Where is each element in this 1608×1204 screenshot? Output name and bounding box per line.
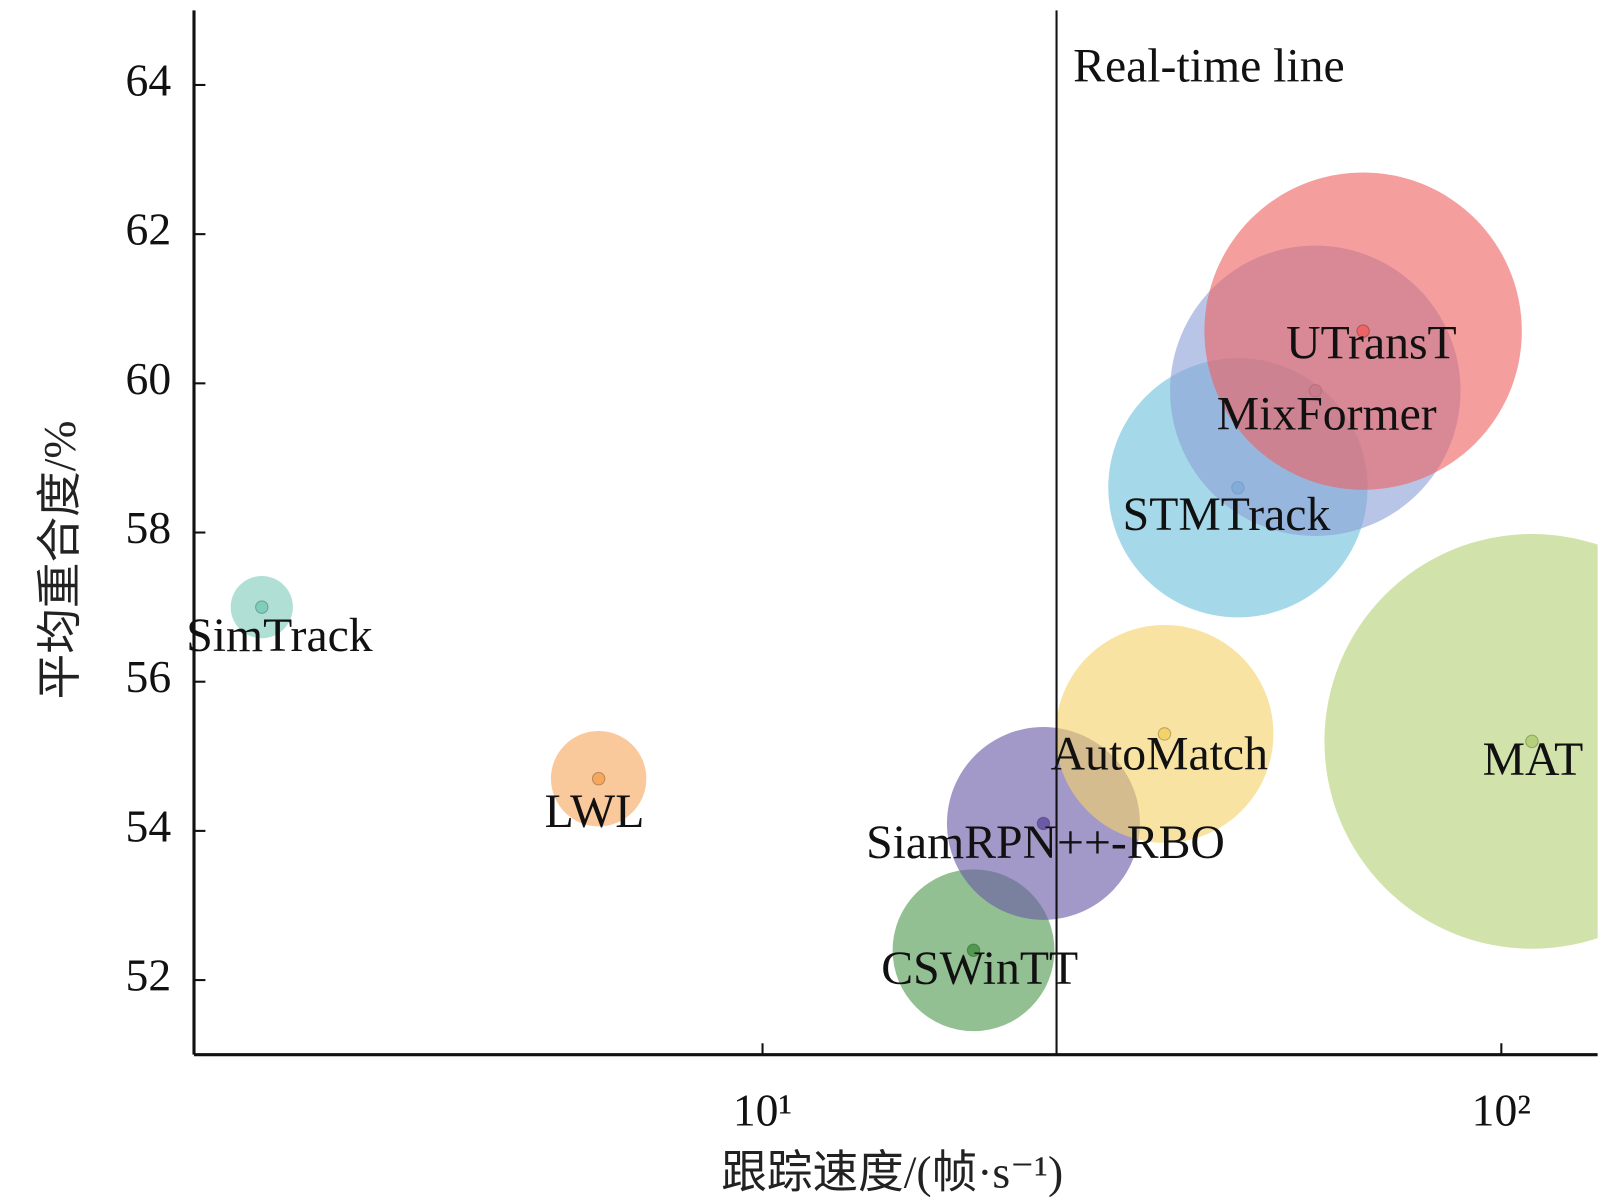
- y-tick-label: 52: [126, 950, 172, 1001]
- bubble-center: [591, 771, 606, 786]
- point-label: SimTrack: [186, 609, 373, 662]
- bubble-center: [1525, 734, 1539, 749]
- point-label: MixFormer: [1217, 388, 1437, 441]
- bubble-center: [1036, 816, 1051, 831]
- plot-area: [230, 172, 1598, 1032]
- y-axis-title: 平均重合度/%: [34, 421, 85, 700]
- x-tick-label: 10¹: [733, 1084, 792, 1135]
- point-label: AutoMatch: [1051, 728, 1268, 781]
- x-tick-label: 10²: [1472, 1084, 1531, 1135]
- y-tick-label: 54: [126, 800, 172, 851]
- y-tick-label: 62: [126, 204, 172, 255]
- point-label: STMTrack: [1123, 488, 1331, 541]
- bubble-center: [966, 943, 981, 957]
- annotation: Real-time line: [1073, 39, 1345, 92]
- bubble: [1324, 534, 1598, 949]
- y-tick-label: 56: [126, 651, 172, 702]
- y-tick-label: 64: [126, 54, 172, 105]
- y-tick-label: 58: [126, 502, 172, 553]
- bubble-center: [255, 600, 269, 614]
- x-axis-title: 跟踪速度/(帧·s⁻¹): [721, 1147, 1063, 1198]
- point-label: CSWinTT: [881, 942, 1078, 995]
- y-tick-label: 60: [126, 353, 172, 404]
- point-label: UTransT: [1286, 317, 1457, 370]
- point-label: SiamRPN++-RBO: [866, 816, 1225, 869]
- bubble-center: [1356, 324, 1370, 338]
- point-label: LWL: [545, 785, 645, 838]
- point-label: MAT: [1483, 733, 1584, 786]
- bubble-center: [1157, 727, 1172, 741]
